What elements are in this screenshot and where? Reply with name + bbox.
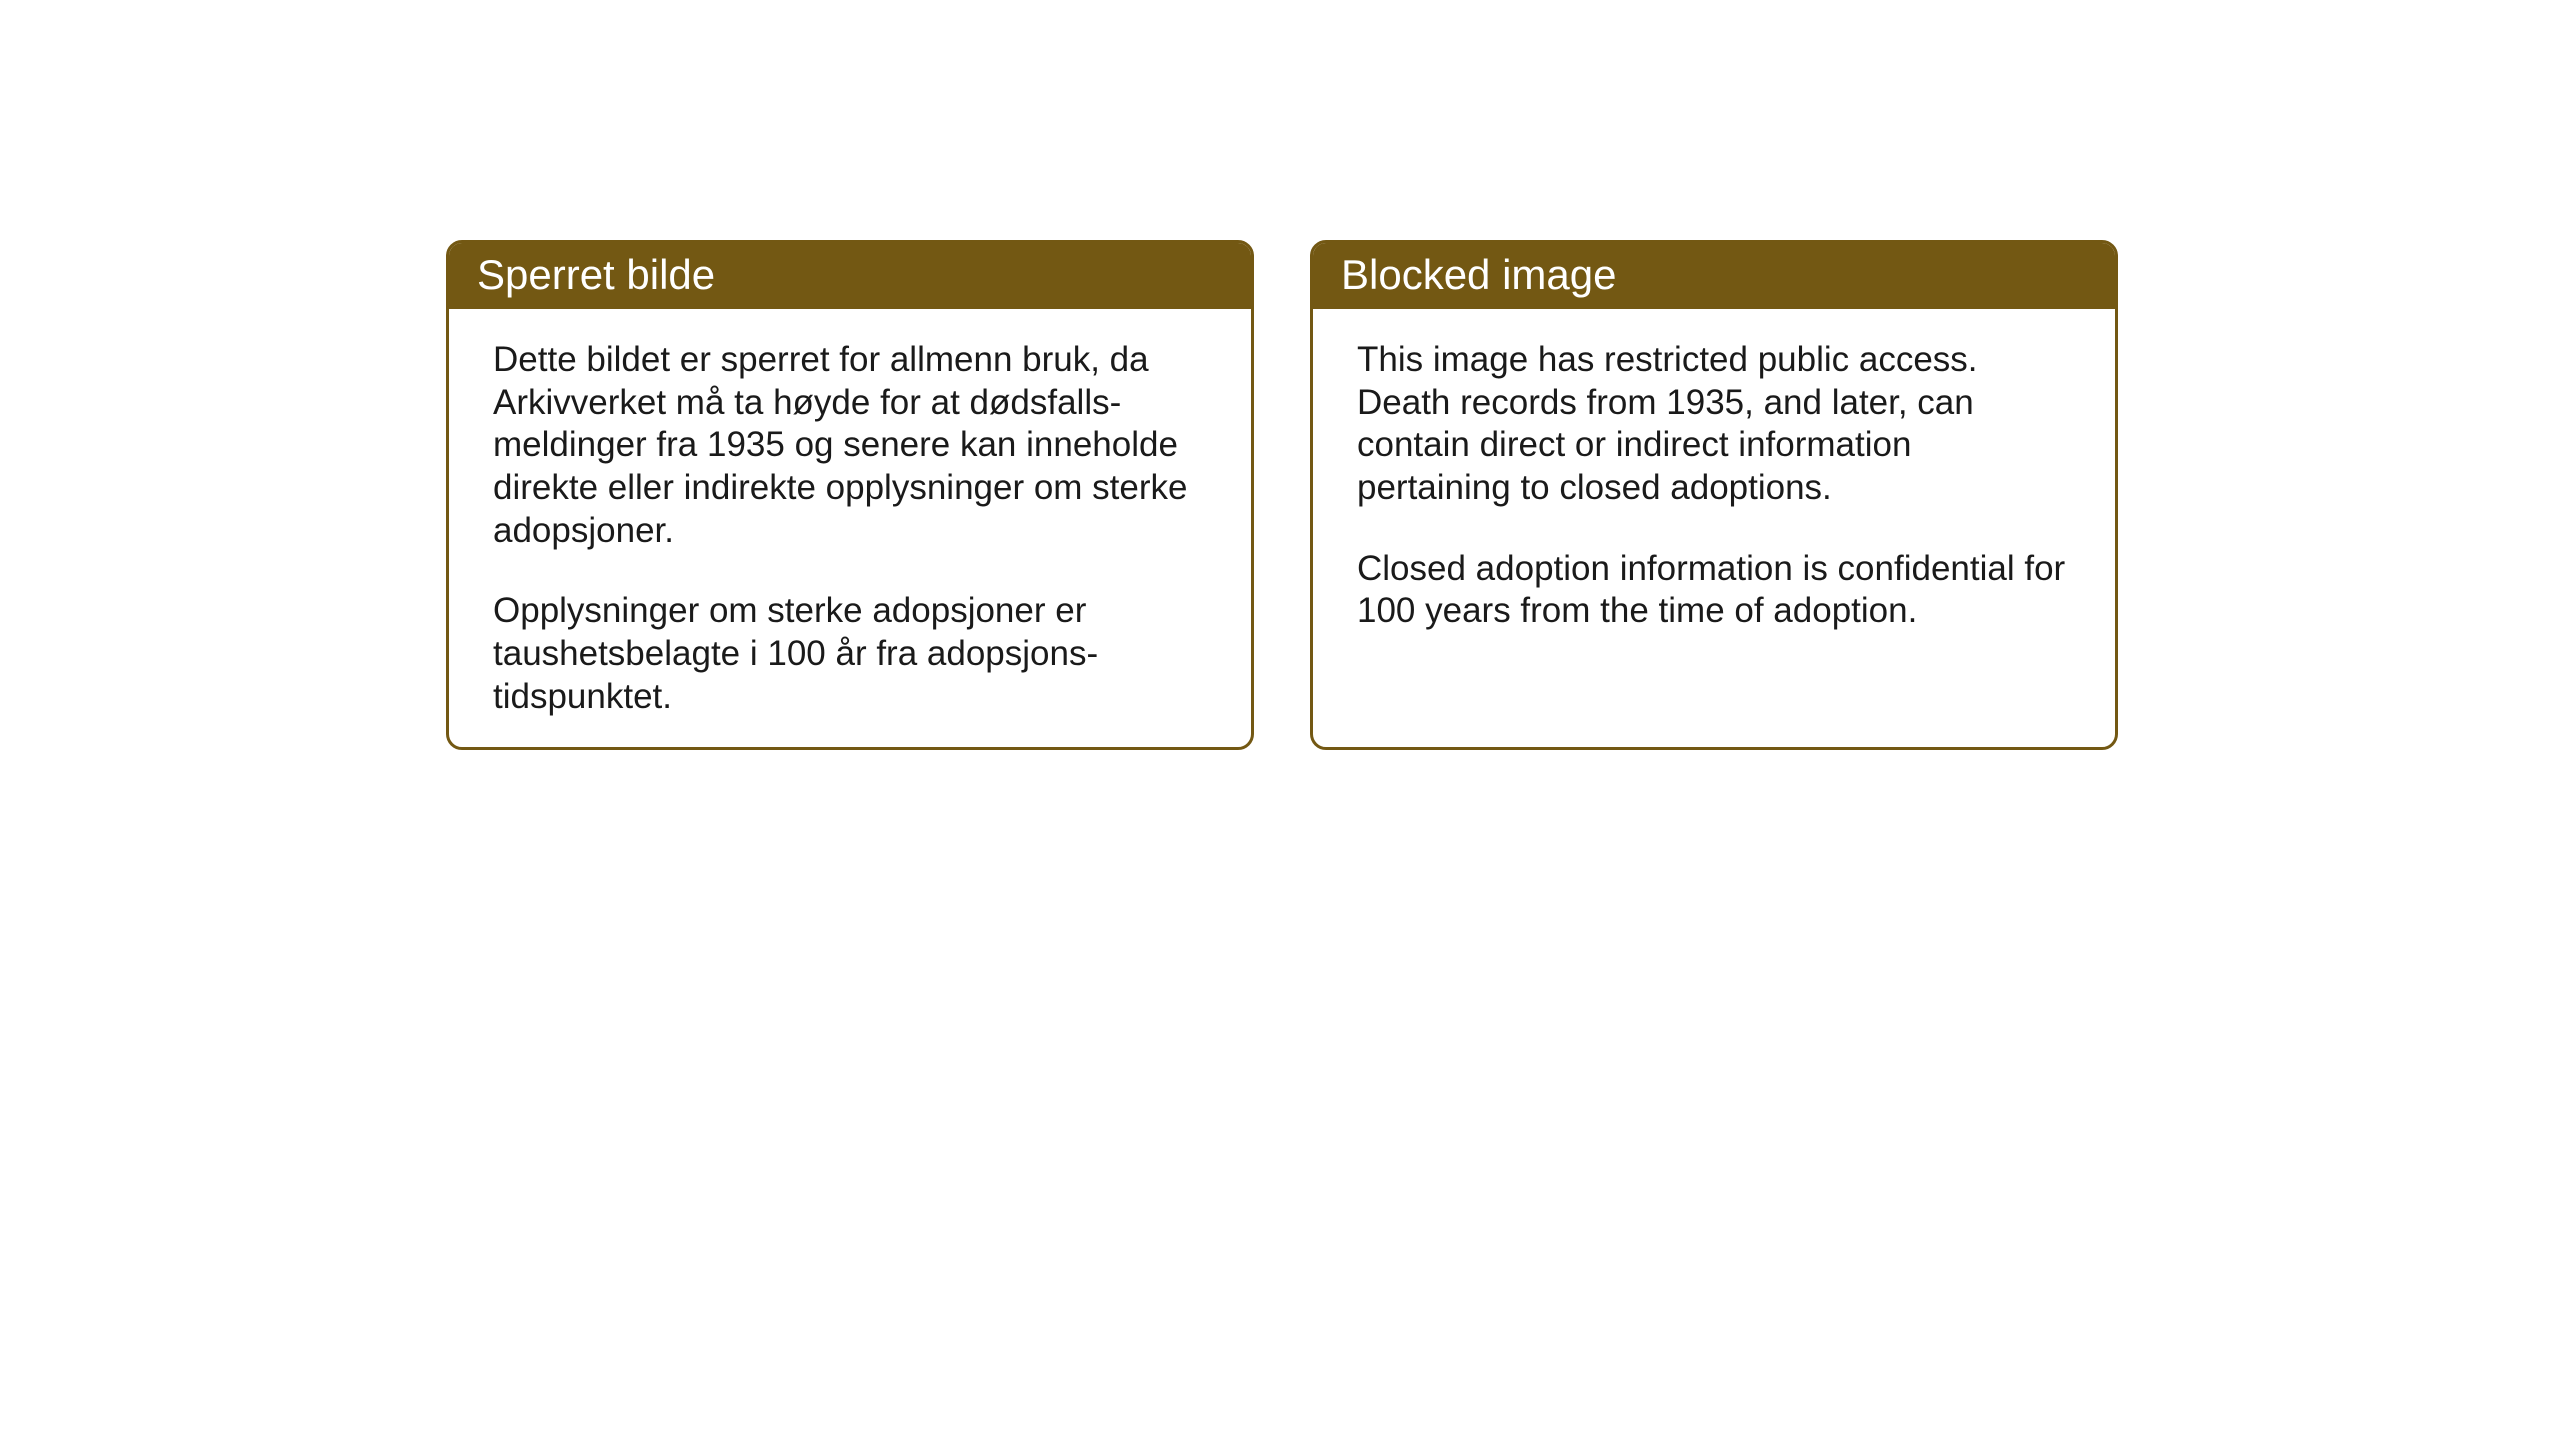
english-card-title: Blocked image [1313, 243, 2115, 309]
norwegian-paragraph-2: Opplysninger om sterke adopsjoner er tau… [493, 590, 1207, 718]
norwegian-paragraph-1: Dette bildet er sperret for allmenn bruk… [493, 339, 1207, 552]
norwegian-notice-card: Sperret bilde Dette bildet er sperret fo… [446, 240, 1254, 750]
norwegian-card-body: Dette bildet er sperret for allmenn bruk… [449, 309, 1251, 750]
english-notice-card: Blocked image This image has restricted … [1310, 240, 2118, 750]
norwegian-card-title: Sperret bilde [449, 243, 1251, 309]
english-paragraph-1: This image has restricted public access.… [1357, 339, 2071, 510]
english-paragraph-2: Closed adoption information is confident… [1357, 548, 2071, 633]
english-card-body: This image has restricted public access.… [1313, 309, 2115, 673]
notice-container: Sperret bilde Dette bildet er sperret fo… [446, 240, 2118, 750]
